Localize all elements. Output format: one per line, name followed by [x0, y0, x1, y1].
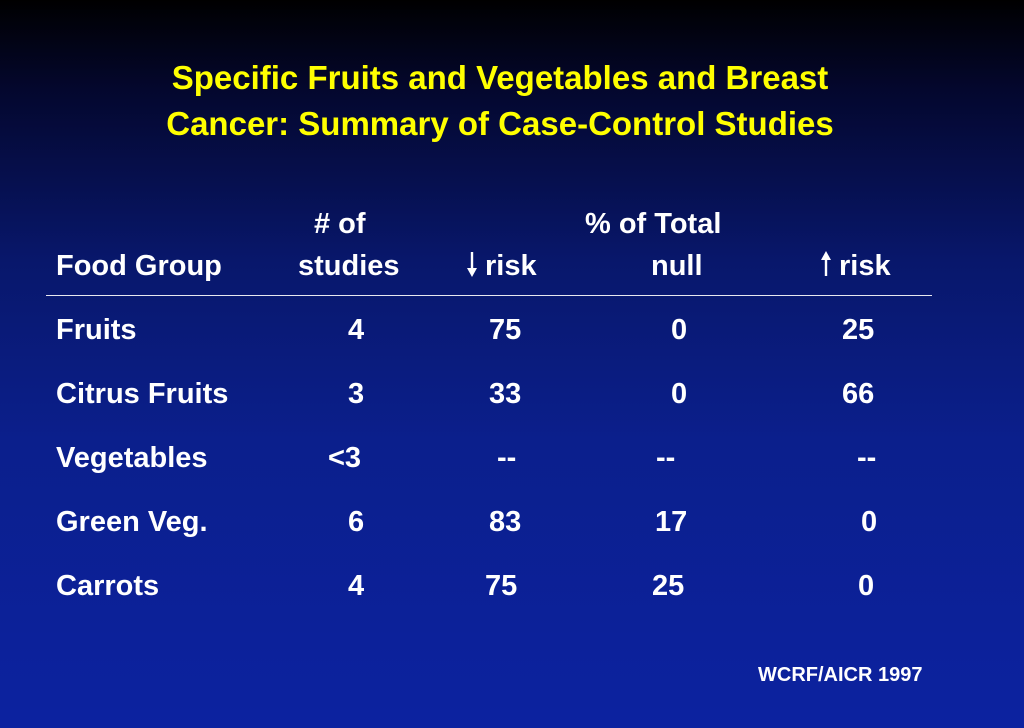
row-citrus-studies: 3	[348, 378, 365, 410]
row-fruits-studies: 4	[348, 314, 365, 346]
slide-title: Specific Fruits and Vegetables and Breas…	[0, 55, 1000, 147]
row-fruits-food: Fruits	[56, 314, 137, 346]
header-decreased-risk: risk	[465, 249, 537, 283]
decreased-risk-label: risk	[485, 250, 537, 282]
row-green-veg-studies: 6	[348, 506, 365, 538]
row-citrus-up: 66	[842, 378, 875, 410]
header-studies: studies	[298, 250, 400, 282]
header-food-group: Food Group	[56, 250, 222, 282]
row-green-veg-up: 0	[861, 506, 878, 538]
row-citrus-null: 0	[671, 378, 688, 410]
up-arrow-icon	[821, 251, 831, 276]
title-line-2: Cancer: Summary of Case-Control Studies	[166, 105, 834, 142]
row-citrus-food: Citrus Fruits	[56, 378, 229, 410]
title-line-1: Specific Fruits and Vegetables and Breas…	[171, 59, 829, 96]
row-vegetables-null: --	[656, 442, 676, 474]
header-divider	[46, 295, 932, 296]
row-vegetables-food: Vegetables	[56, 442, 208, 474]
header-percent-of-total: % of Total	[585, 208, 722, 240]
row-carrots-down: 75	[485, 570, 518, 602]
row-carrots-food: Carrots	[56, 570, 160, 602]
row-carrots-studies: 4	[348, 570, 365, 602]
row-green-veg-null: 17	[655, 506, 688, 538]
row-fruits-up: 25	[842, 314, 875, 346]
source-citation: WCRF/AICR 1997	[758, 664, 923, 686]
increased-risk-label: risk	[839, 250, 891, 282]
row-fruits-down: 75	[489, 314, 522, 346]
row-carrots-up: 0	[858, 570, 875, 602]
row-green-veg-down: 83	[489, 506, 522, 538]
header-null: null	[651, 250, 703, 282]
row-carrots-null: 25	[652, 570, 685, 602]
row-vegetables-up: --	[857, 442, 877, 474]
row-green-veg-food: Green Veg.	[56, 506, 208, 538]
row-fruits-null: 0	[671, 314, 688, 346]
row-vegetables-studies: <3	[328, 442, 362, 474]
header-increased-risk: risk	[819, 249, 891, 283]
row-citrus-down: 33	[489, 378, 522, 410]
header-num-of: # of	[314, 208, 366, 240]
row-vegetables-down: --	[497, 442, 517, 474]
down-arrow-icon	[467, 252, 477, 277]
